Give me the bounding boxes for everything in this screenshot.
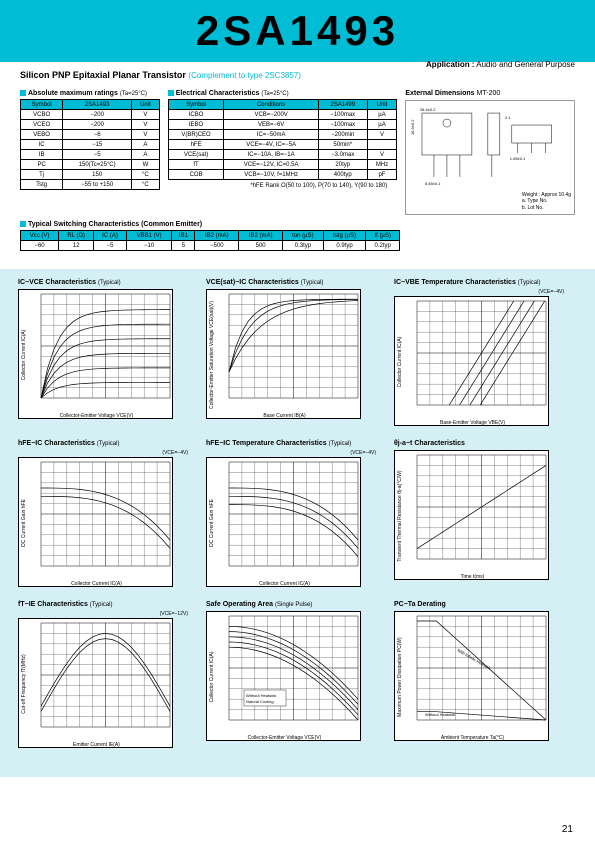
switching-section: Typical Switching Characteristics (Commo…	[20, 221, 575, 251]
svg-text:Without Heatsink: Without Heatsink	[246, 693, 276, 698]
svg-text:Without Heatsink: Without Heatsink	[425, 712, 455, 717]
chart-svg: Emitter Current IE(A) Cut-off Frequency …	[18, 618, 173, 748]
svg-text:Time t(ms): Time t(ms)	[461, 574, 485, 580]
svg-text:Base-Emitter Voltage VBE(V): Base-Emitter Voltage VBE(V)	[440, 420, 505, 426]
svg-text:With Infinite Heatsink: With Infinite Heatsink	[457, 648, 492, 671]
svg-text:16.5±0.2: 16.5±0.2	[410, 119, 415, 135]
elec-section: Electrical Characteristics (Ta=25°C) Sym…	[168, 90, 398, 215]
dimensions-section: External Dimensions MT-200 26.4±0.2 16.5…	[405, 90, 575, 215]
application: Application : Audio and General Purpose	[426, 60, 575, 69]
svg-text:Emitter Current IE(A): Emitter Current IE(A)	[73, 742, 120, 748]
svg-text:Collector Current IC(A): Collector Current IC(A)	[259, 581, 310, 587]
chart: VCE(sat)−IC Characteristics (Typical) Ba…	[206, 279, 376, 428]
svg-text:Ambient Temperature Ta(°C): Ambient Temperature Ta(°C)	[441, 735, 505, 741]
chart: hFE−IC Characteristics (Typical) (VCE=−4…	[18, 440, 188, 589]
svg-text:26.4±0.2: 26.4±0.2	[420, 107, 436, 112]
svg-text:Collector-Emitter Saturation V: Collector-Emitter Saturation Voltage VCE…	[209, 301, 215, 409]
svg-text:Collector Current IC(A): Collector Current IC(A)	[397, 336, 403, 387]
svg-text:Collector Current IC(A): Collector Current IC(A)	[209, 651, 215, 702]
hfe-rank-note: *hFE Rank O(50 to 100), P(70 to 140), Y(…	[168, 183, 398, 189]
abs-max-section: Absolute maximum ratings (Ta=25°C) Symbo…	[20, 90, 160, 215]
chart-svg: Base Current IB(A) Collector-Emitter Sat…	[206, 289, 361, 419]
charts-area: IC−VCE Characteristics (Typical) Collect…	[0, 269, 595, 777]
svg-text:Cut-off Frequency fT(MHz): Cut-off Frequency fT(MHz)	[21, 654, 27, 714]
chart-svg: Collector Current IC(A) DC Current Gain …	[206, 457, 361, 587]
abs-max-table: Symbol2SA1493Unit VCBO−200VVCEO−200VVEBO…	[20, 99, 160, 190]
chart-svg: Base-Emitter Voltage VBE(V) Collector Cu…	[394, 296, 549, 426]
page-number: 21	[562, 824, 573, 835]
chart: Safe Operating Area (Single Pulse) Witho…	[206, 601, 376, 750]
chart: θj-a−t Characteristics Time t(ms) Transi…	[394, 440, 564, 589]
svg-text:Collector-Emitter Voltage VCE(: Collector-Emitter Voltage VCE(V)	[60, 413, 134, 419]
part-number: 2SA1493	[196, 7, 399, 55]
svg-text:Base Current IB(A): Base Current IB(A)	[263, 413, 306, 419]
svg-text:DC Current Gain hFE: DC Current Gain hFE	[21, 498, 27, 546]
package-drawing: 26.4±0.2 16.5±0.2 2.1 1.05±0.1 5.45±0.1	[410, 105, 570, 190]
svg-text:2.1: 2.1	[505, 115, 511, 120]
svg-text:Collector Current IC(A): Collector Current IC(A)	[21, 329, 27, 380]
elec-table: SymbolConditions2SA1499Unit ICBOVCB=−200…	[168, 99, 398, 180]
chart-svg: Without HeatsinkNatural Cooling Collecto…	[206, 611, 361, 741]
svg-text:1.05±0.1: 1.05±0.1	[510, 156, 526, 161]
svg-text:Collector-Emitter Voltage VCE(: Collector-Emitter Voltage VCE(V)	[248, 735, 322, 741]
svg-text:Natural Cooling: Natural Cooling	[246, 699, 274, 704]
chart-svg: Collector Current IC(A) DC Current Gain …	[18, 457, 173, 587]
chart-svg: Collector-Emitter Voltage VCE(V) Collect…	[18, 289, 173, 419]
svg-text:Collector Current IC(A): Collector Current IC(A)	[71, 581, 122, 587]
chart: PC−Ta Derating With Infinite HeatsinkWit…	[394, 601, 564, 750]
svg-text:DC Current Gain hFE: DC Current Gain hFE	[209, 498, 215, 546]
chart: IC−VBE Temperature Characteristics (Typi…	[394, 279, 564, 428]
chart: fT−IE Characteristics (Typical) (VCE=−12…	[18, 601, 188, 750]
chart: IC−VCE Characteristics (Typical) Collect…	[18, 279, 188, 428]
chart-svg: Time t(ms) Transient Thermal Resistance …	[394, 450, 549, 580]
svg-text:5.45±0.1: 5.45±0.1	[425, 181, 441, 186]
chart-svg: With Infinite Heatsink Without Heatsink A…	[394, 611, 549, 741]
switching-table: Vcc (V)RL (Ω)IC (A)VBB1 (V)IB1IB2 (mA)IB…	[20, 230, 400, 251]
svg-text:Transient Thermal Resistance θ: Transient Thermal Resistance θj-a(°C/W)	[397, 470, 403, 562]
chart: hFE−IC Temperature Characteristics (Typi…	[206, 440, 376, 589]
svg-text:Maximum Power Dissipation PC(W: Maximum Power Dissipation PC(W)	[397, 637, 403, 717]
header: 2SA1493	[0, 0, 595, 62]
subtitle: Silicon PNP Epitaxial Planar Transistor …	[20, 70, 301, 80]
